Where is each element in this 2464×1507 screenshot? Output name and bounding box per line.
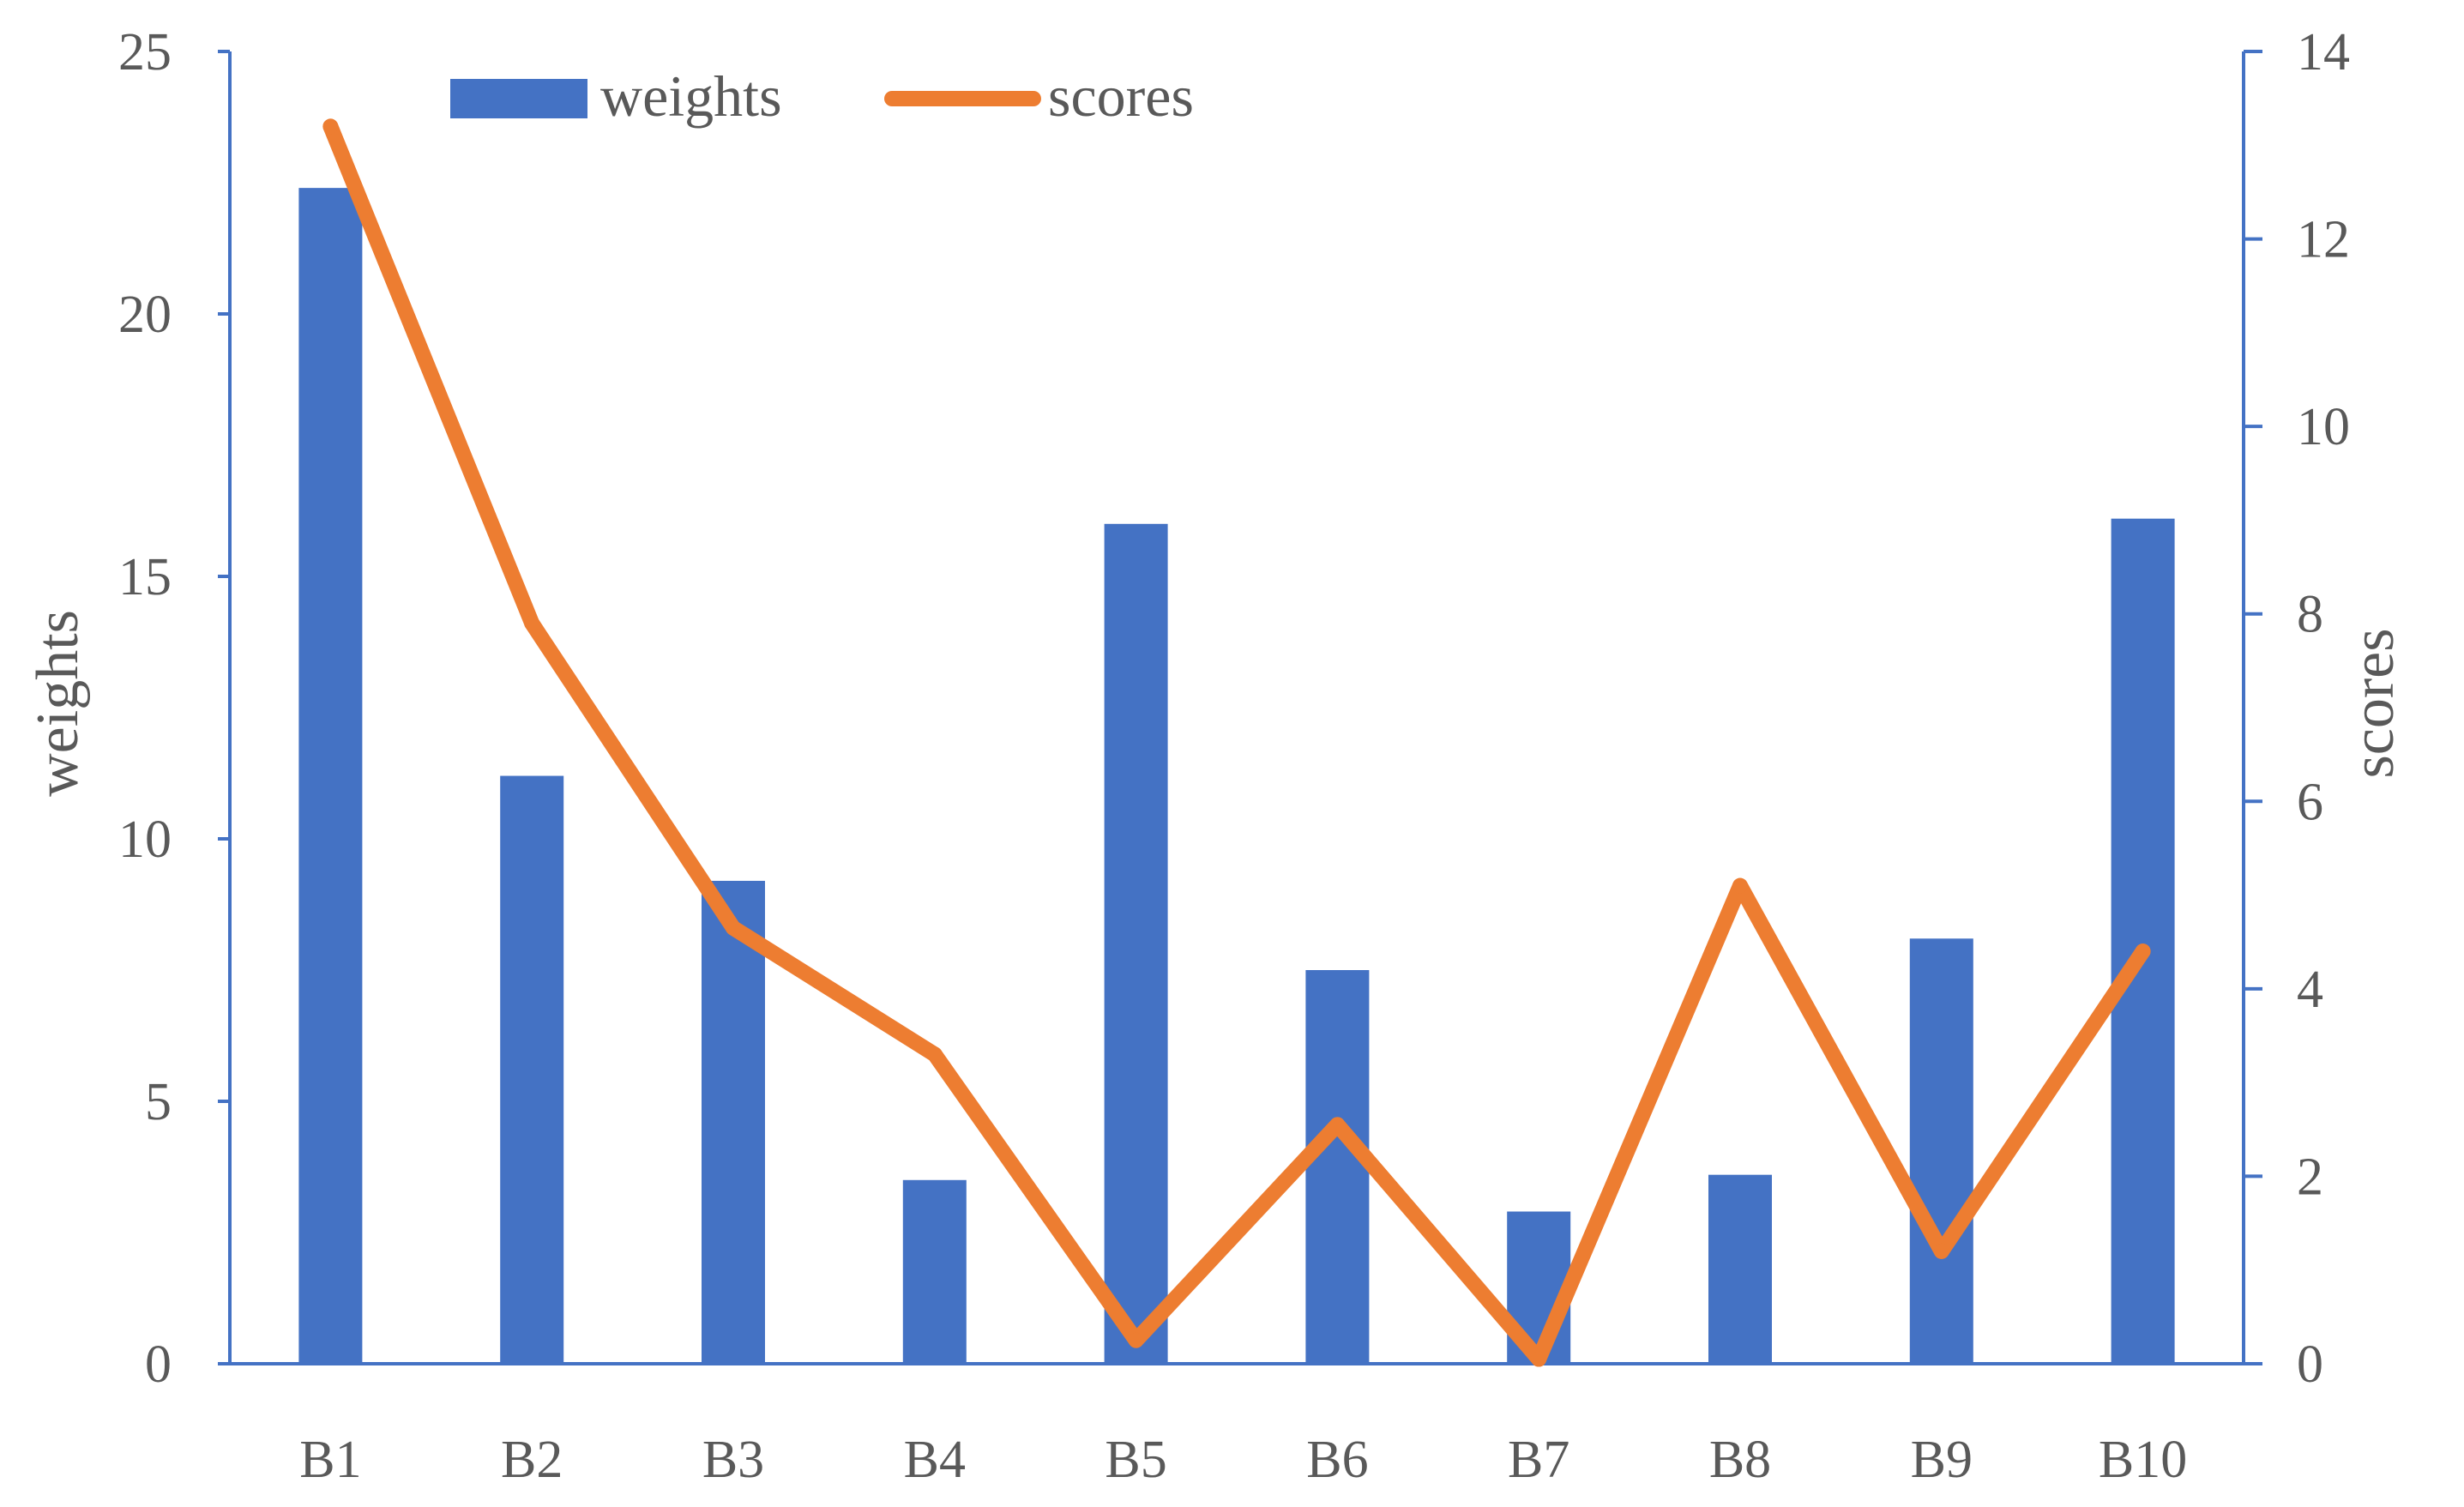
y-right-tick-label: 12 [2297, 211, 2350, 269]
bar-weights-B8 [1708, 1174, 1772, 1364]
x-tick-label: B8 [1709, 1431, 1771, 1489]
x-tick-label: B9 [1911, 1431, 1973, 1489]
scores-line [322, 118, 2151, 1367]
x-tick-label: B1 [299, 1431, 361, 1489]
point-scores-B2 [524, 615, 540, 631]
legend: weights scores [450, 63, 1194, 129]
bar-weights-B5 [1104, 523, 1168, 1364]
point-scores-B8 [1732, 877, 1748, 894]
bar-weights-B10 [2111, 518, 2175, 1364]
x-tick-label: B2 [501, 1431, 563, 1489]
bar-weights-B3 [702, 880, 765, 1364]
tick-labels: 0 5 10 15 20 25 0 2 4 6 8 10 12 14 B1 B2 B3 B4 B5 B6 B7 B8 B9 B… [118, 23, 2350, 1489]
legend-label-scores: scores [1048, 63, 1194, 129]
y-right-tick-label: 0 [2297, 1335, 2323, 1394]
point-scores-B1 [322, 118, 339, 135]
x-tick-label: B10 [2099, 1431, 2187, 1489]
bar-weights-B2 [500, 775, 564, 1364]
y-right-tick-label: 6 [2297, 773, 2323, 831]
y-left-axis-title: weights [25, 610, 91, 797]
y-right-axis-title: scores [2340, 629, 2407, 779]
point-scores-B3 [726, 919, 741, 936]
bar-weights-B6 [1305, 970, 1370, 1364]
point-scores-B4 [926, 1046, 943, 1063]
point-scores-B7 [1531, 1351, 1547, 1367]
x-tick-label: B4 [904, 1431, 966, 1489]
point-scores-B5 [1128, 1332, 1144, 1348]
y-right-tick-label: 8 [2297, 586, 2323, 644]
y-right-tick-label: 10 [2297, 398, 2350, 456]
y-left-tick-label: 20 [118, 286, 172, 344]
point-scores-B9 [1933, 1243, 1949, 1259]
bar-weights-B1 [298, 188, 363, 1364]
y-left-tick-label: 5 [145, 1073, 172, 1131]
y-left-tick-label: 0 [145, 1335, 172, 1394]
bar-weights-B4 [902, 1179, 967, 1364]
axes [228, 51, 2262, 1365]
scores-line-group [322, 118, 2151, 1367]
x-tick-label: B5 [1105, 1431, 1166, 1489]
point-scores-B6 [1329, 1117, 1346, 1133]
bar-weights-B9 [1909, 938, 1973, 1364]
y-right-tick-label: 14 [2297, 23, 2350, 81]
y-right-tick-label: 2 [2297, 1148, 2323, 1206]
point-scores-B10 [2135, 943, 2151, 960]
legend-label-weights: weights [600, 63, 782, 129]
x-tick-label: B7 [1508, 1431, 1569, 1489]
y-left-tick-label: 10 [118, 811, 172, 869]
legend-swatch-weights [450, 79, 587, 118]
x-tick-label: B6 [1306, 1431, 1368, 1489]
x-tick-label: B3 [702, 1431, 764, 1489]
weights-bars [298, 188, 2175, 1364]
y-right-tick-label: 4 [2297, 961, 2323, 1019]
y-left-tick-label: 25 [118, 23, 172, 81]
y-left-tick-label: 15 [118, 548, 172, 606]
